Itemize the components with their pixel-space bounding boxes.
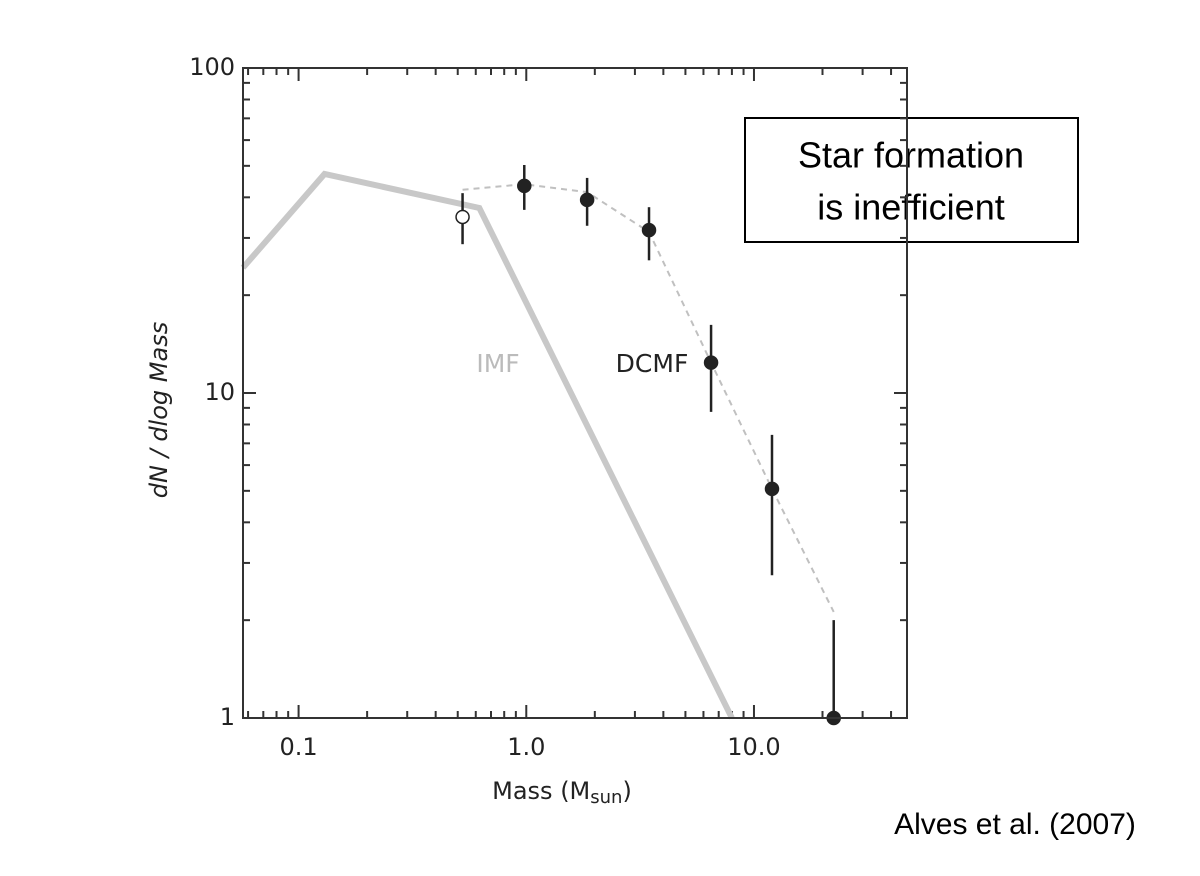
- imf-line: [240, 170, 735, 720]
- y-axis-label: dN / dlog Mass: [145, 322, 173, 498]
- y-tick-label: 1: [220, 703, 235, 731]
- x-label-sub: sun: [590, 787, 622, 808]
- x-tick-label: 1.0: [507, 733, 545, 761]
- plot-frame: [242, 67, 908, 719]
- note-text: is inefficient: [817, 187, 1004, 228]
- note-text: Star formation: [798, 135, 1024, 176]
- y-tick-label: 100: [189, 53, 235, 81]
- data-point: [579, 192, 595, 208]
- data-point: [517, 178, 532, 194]
- x-axis-label: Mass (Msun): [492, 777, 632, 808]
- data-point: [455, 209, 470, 225]
- data-point: [703, 355, 719, 370]
- citation: Alves et al. (2007): [894, 808, 1136, 841]
- x-label-end: ): [622, 777, 631, 805]
- x-label-main: Mass (M: [492, 777, 590, 805]
- x-tick-label: 0.1: [279, 733, 317, 761]
- data-point: [764, 481, 780, 497]
- x-tick-label: 10.0: [727, 733, 780, 761]
- dcmf-label: DCMF: [616, 349, 689, 378]
- data-point: [641, 222, 657, 238]
- imf-label: IMF: [476, 349, 519, 378]
- note-box: [744, 117, 1079, 243]
- y-tick-label: 10: [204, 378, 235, 406]
